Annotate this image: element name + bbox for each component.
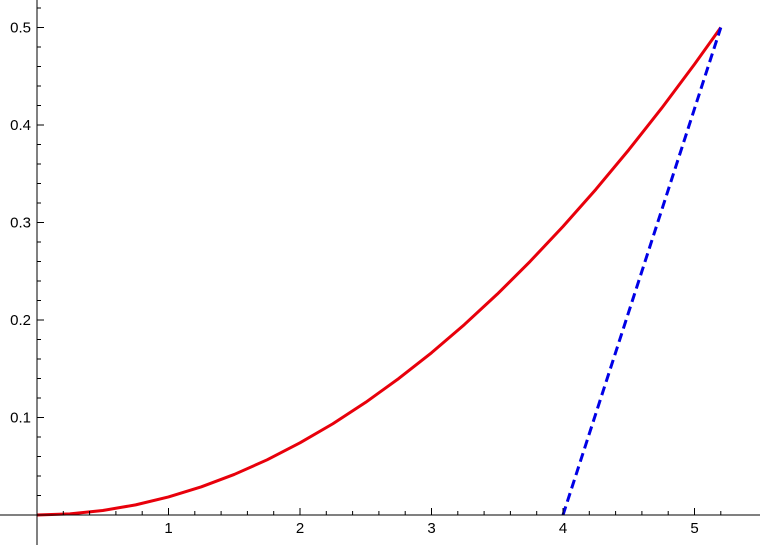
x-tick-label: 1 [164, 520, 172, 537]
x-tick-label: 5 [690, 520, 698, 537]
red-curve [36, 26, 723, 517]
y-tick-label: 0.4 [10, 117, 31, 134]
x-tick-label: 3 [427, 520, 435, 537]
x-tick-label: 2 [296, 520, 304, 537]
series-layer [36, 26, 723, 517]
y-tick-label: 0.5 [10, 20, 31, 37]
dashed-blue-line [561, 27, 723, 516]
y-tick-label: 0.2 [10, 312, 31, 329]
y-tick-label: 0.1 [10, 410, 31, 427]
x-tick-label: 4 [559, 520, 567, 537]
y-tick-label: 0.3 [10, 215, 31, 232]
